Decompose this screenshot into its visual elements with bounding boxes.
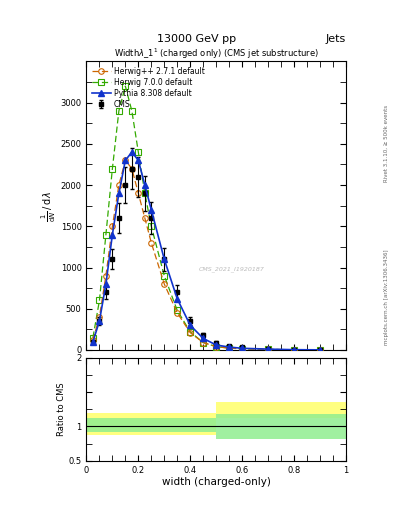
Herwig++ 2.7.1 default: [97, 314, 102, 320]
Herwig++ 2.7.1 default: [266, 346, 270, 352]
Herwig 7.0.0 default: [266, 346, 270, 352]
Herwig++ 2.7.1 default: [318, 347, 322, 353]
Y-axis label: $\frac{1}{\mathrm{d}N}\,/\,\mathrm{d}\,\lambda$: $\frac{1}{\mathrm{d}N}\,/\,\mathrm{d}\,\…: [39, 190, 58, 222]
Herwig++ 2.7.1 default: [110, 223, 115, 229]
Pythia 8.308 default: [175, 296, 180, 302]
Line: Pythia 8.308 default: Pythia 8.308 default: [90, 150, 323, 353]
Herwig 7.0.0 default: [318, 347, 322, 353]
Pythia 8.308 default: [266, 346, 270, 352]
Herwig++ 2.7.1 default: [123, 157, 128, 163]
Herwig 7.0.0 default: [129, 108, 134, 114]
Herwig 7.0.0 default: [110, 165, 115, 172]
Pythia 8.308 default: [129, 149, 134, 155]
Herwig++ 2.7.1 default: [104, 273, 108, 279]
Title: Width$\lambda\_1^1$ (charged only) (CMS jet substructure): Width$\lambda\_1^1$ (charged only) (CMS …: [114, 47, 319, 61]
Pythia 8.308 default: [318, 347, 322, 353]
Herwig 7.0.0 default: [123, 83, 128, 89]
Herwig++ 2.7.1 default: [129, 165, 134, 172]
Herwig 7.0.0 default: [116, 108, 121, 114]
Herwig++ 2.7.1 default: [162, 281, 167, 287]
Herwig++ 2.7.1 default: [136, 190, 141, 197]
Herwig 7.0.0 default: [162, 273, 167, 279]
Text: CMS_2021_I1920187: CMS_2021_I1920187: [199, 266, 264, 272]
Herwig 7.0.0 default: [149, 223, 154, 229]
Text: 13000 GeV pp: 13000 GeV pp: [157, 33, 236, 44]
Pythia 8.308 default: [292, 347, 296, 353]
Herwig++ 2.7.1 default: [175, 310, 180, 316]
Herwig 7.0.0 default: [97, 297, 102, 304]
Herwig++ 2.7.1 default: [142, 215, 147, 221]
Herwig 7.0.0 default: [175, 307, 180, 313]
Y-axis label: Ratio to CMS: Ratio to CMS: [57, 382, 66, 436]
Herwig 7.0.0 default: [240, 346, 244, 352]
Herwig 7.0.0 default: [104, 231, 108, 238]
Herwig 7.0.0 default: [201, 339, 206, 346]
Herwig++ 2.7.1 default: [201, 339, 206, 346]
Text: Rivet 3.1.10, ≥ 500k events: Rivet 3.1.10, ≥ 500k events: [384, 105, 389, 182]
Pythia 8.308 default: [104, 281, 108, 287]
Pythia 8.308 default: [136, 157, 141, 163]
Herwig++ 2.7.1 default: [227, 345, 231, 351]
Herwig++ 2.7.1 default: [214, 344, 219, 350]
Pythia 8.308 default: [162, 256, 167, 262]
Herwig++ 2.7.1 default: [292, 347, 296, 353]
Line: Herwig++ 2.7.1 default: Herwig++ 2.7.1 default: [90, 158, 323, 353]
Text: mcplots.cern.ch [arXiv:1306.3436]: mcplots.cern.ch [arXiv:1306.3436]: [384, 249, 389, 345]
Herwig++ 2.7.1 default: [240, 346, 244, 352]
Herwig++ 2.7.1 default: [116, 182, 121, 188]
Herwig 7.0.0 default: [188, 329, 193, 335]
Herwig 7.0.0 default: [227, 345, 231, 351]
Pythia 8.308 default: [201, 335, 206, 342]
X-axis label: width (charged-only): width (charged-only): [162, 477, 271, 487]
Herwig 7.0.0 default: [142, 190, 147, 197]
Herwig++ 2.7.1 default: [149, 240, 154, 246]
Herwig++ 2.7.1 default: [188, 330, 193, 336]
Pythia 8.308 default: [214, 342, 219, 348]
Herwig++ 2.7.1 default: [90, 337, 95, 343]
Pythia 8.308 default: [123, 157, 128, 163]
Herwig 7.0.0 default: [292, 347, 296, 353]
Pythia 8.308 default: [110, 231, 115, 238]
Text: Jets: Jets: [325, 33, 346, 44]
Pythia 8.308 default: [149, 207, 154, 213]
Pythia 8.308 default: [188, 322, 193, 328]
Pythia 8.308 default: [227, 344, 231, 350]
Herwig 7.0.0 default: [90, 334, 95, 340]
Herwig 7.0.0 default: [214, 344, 219, 350]
Legend: Herwig++ 2.7.1 default, Herwig 7.0.0 default, Pythia 8.308 default, CMS: Herwig++ 2.7.1 default, Herwig 7.0.0 def…: [90, 65, 206, 110]
Pythia 8.308 default: [116, 190, 121, 197]
Pythia 8.308 default: [97, 318, 102, 324]
Line: Herwig 7.0.0 default: Herwig 7.0.0 default: [90, 83, 323, 353]
Pythia 8.308 default: [90, 338, 95, 345]
Herwig 7.0.0 default: [136, 149, 141, 155]
Pythia 8.308 default: [142, 182, 147, 188]
Pythia 8.308 default: [240, 345, 244, 351]
